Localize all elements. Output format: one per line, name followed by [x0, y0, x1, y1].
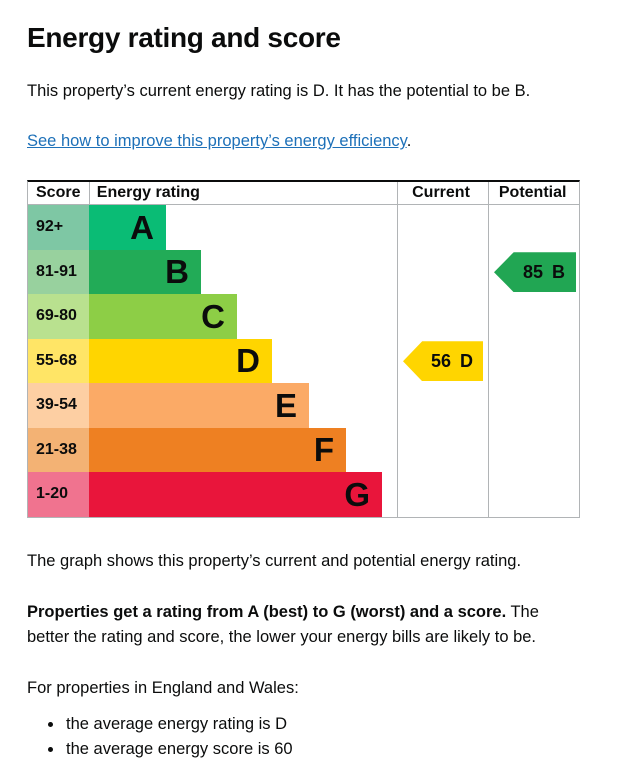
band-bar-g: G: [89, 472, 382, 517]
band-letter-c: C: [201, 297, 225, 335]
current-rating-letter: D: [460, 350, 474, 371]
potential-rating-arrow: 85 B: [494, 252, 576, 293]
band-bar-f: F: [89, 427, 346, 473]
score-range-f: 21-38: [28, 427, 89, 473]
chart-header-score: Score: [36, 184, 81, 202]
band-letter-g: G: [344, 475, 370, 513]
band-letter-d: D: [236, 342, 260, 380]
band-letter-e: E: [274, 386, 297, 424]
band-row-e: 39-54 E: [28, 383, 579, 428]
chart-header-energy-rating: Energy rating: [88, 182, 396, 205]
current-rating-arrow: 56 D: [403, 341, 483, 382]
band-bar-b: B: [89, 249, 201, 295]
page-title: Energy rating and score: [27, 22, 341, 53]
chart-caption: The graph shows this property’s current …: [27, 551, 522, 570]
current-score: 56: [430, 350, 452, 371]
average-score-item: the average energy score is 60: [64, 737, 567, 762]
rating-explanation-rest: The better the rating and score, the low…: [27, 602, 539, 646]
improve-link-suffix: .: [406, 132, 412, 151]
band-row-f: 21-38 F: [28, 427, 579, 473]
band-row-d: 55-68 D: [28, 338, 579, 384]
score-range-e: 39-54: [28, 383, 89, 428]
potential-rating-letter: B: [552, 261, 566, 282]
band-letter-a: A: [130, 208, 154, 246]
band-bar-c: C: [89, 294, 237, 339]
band-row-a: 92+ A: [28, 205, 579, 250]
average-rating-item: the average energy rating is D: [64, 712, 567, 737]
score-range-g: 1-20: [28, 472, 89, 517]
band-bar-a: A: [89, 205, 166, 250]
chart-header-row: Score Energy rating Current Potential: [28, 182, 579, 206]
chart-band-rows: 92+ A 81-91 B 69-80 C 55-68 D 39-54 E 21…: [28, 205, 579, 517]
improve-link[interactable]: See how to improve this property’s energ…: [27, 132, 407, 151]
band-letter-f: F: [313, 431, 334, 469]
averages-list: the average energy rating is D the avera…: [27, 712, 567, 762]
band-row-b: 81-91 B: [28, 249, 579, 295]
current-column-divider: [397, 182, 398, 517]
rating-explanation-bold: Properties get a rating from A (best) to…: [27, 602, 507, 621]
score-range-d: 55-68: [28, 338, 89, 384]
band-bar-e: E: [89, 383, 309, 428]
intro-text: This property’s current energy rating is…: [27, 82, 531, 101]
score-range-b: 81-91: [28, 249, 89, 295]
band-row-g: 1-20 G: [28, 472, 579, 517]
epc-rating-chart: Score Energy rating Current Potential 92…: [27, 180, 580, 518]
chart-header-current: Current: [412, 184, 470, 202]
chart-header-potential: Potential: [498, 184, 567, 202]
band-bar-d: D: [89, 338, 272, 384]
rating-explanation: Properties get a rating from A (best) to…: [27, 600, 579, 650]
potential-score: 85: [522, 261, 544, 282]
band-letter-b: B: [165, 253, 189, 291]
improve-link-paragraph: See how to improve this property’s energ…: [27, 129, 579, 154]
band-row-c: 69-80 C: [28, 294, 579, 339]
regions-line: For properties in England and Wales:: [27, 678, 299, 697]
score-range-a: 92+: [28, 205, 89, 250]
potential-column-divider: [488, 182, 489, 517]
score-range-c: 69-80: [28, 294, 89, 339]
